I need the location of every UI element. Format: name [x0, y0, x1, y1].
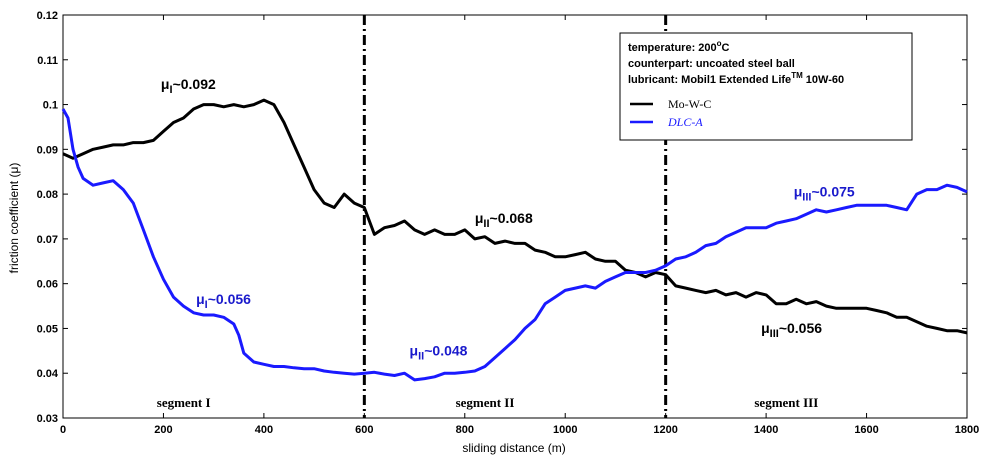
legend-info-line: lubricant: Mobil1 Extended LifeTM 10W-60 — [628, 71, 844, 86]
annotation-mw-seg3: μIII~0.056 — [761, 320, 822, 340]
y-tick-label: 0.03 — [37, 413, 58, 425]
y-tick-label: 0.07 — [37, 234, 58, 246]
x-tick-label: 1200 — [653, 424, 677, 436]
y-tick-label: 0.11 — [37, 55, 58, 67]
annotation-mw-seg1: μI~0.092 — [161, 76, 216, 96]
x-tick-label: 1000 — [553, 424, 577, 436]
series-layer — [61, 98, 968, 382]
segment-labels-layer: segment I segment II segment III — [157, 395, 819, 410]
x-tick-label: 1800 — [955, 424, 979, 436]
x-axis-ticks: 0 200 400 600 800 1000 1200 1400 1600 1800 — [60, 15, 979, 436]
legend-box: temperature: 200oC counterpart: uncoated … — [619, 32, 913, 141]
legend-info-line: temperature: 200oC — [628, 39, 730, 54]
y-axis-ticks: 0.03 0.04 0.05 0.06 0.07 0.08 0.09 0.1 0.11 0.12 — [37, 10, 967, 425]
segment-label: segment I — [157, 395, 211, 410]
x-tick-label: 0 — [60, 424, 66, 436]
legend-info-line: counterpart: uncoated steel ball — [628, 58, 795, 70]
annotations-layer: μI~0.092 μII~0.068 μIII~0.056 μI~0.056 μII~0… — [161, 76, 855, 362]
legend-frame — [619, 32, 913, 141]
series-line-dlc-a — [61, 108, 968, 382]
x-tick-label: 1400 — [754, 424, 778, 436]
annotation-mw-seg2: μII~0.068 — [475, 210, 533, 230]
y-tick-label: 0.08 — [37, 189, 58, 201]
y-tick-label: 0.05 — [37, 323, 58, 335]
x-tick-label: 1600 — [854, 424, 878, 436]
x-axis-label: sliding distance (m) — [462, 441, 565, 455]
segment-label: segment II — [456, 395, 515, 410]
y-tick-label: 0.12 — [37, 10, 58, 22]
x-tick-label: 600 — [355, 424, 373, 436]
annotation-dlc-seg3: μIII~0.075 — [794, 183, 855, 203]
series-line-mo-w-c — [62, 98, 968, 335]
legend-entry: DLC-A — [667, 115, 703, 129]
y-tick-label: 0.1 — [43, 100, 58, 112]
legend-entry: Mo-W-C — [668, 97, 711, 111]
y-tick-label: 0.04 — [37, 368, 59, 380]
y-tick-label: 0.06 — [37, 279, 58, 291]
annotation-dlc-seg1: μI~0.056 — [196, 291, 251, 311]
annotation-dlc-seg2: μII~0.048 — [410, 342, 468, 362]
x-tick-label: 800 — [456, 424, 474, 436]
segment-label: segment III — [754, 395, 818, 410]
y-axis-label: friction coefficient (μ) — [7, 163, 21, 274]
y-tick-label: 0.09 — [37, 144, 58, 156]
x-tick-label: 200 — [154, 424, 172, 436]
x-tick-label: 400 — [255, 424, 273, 436]
